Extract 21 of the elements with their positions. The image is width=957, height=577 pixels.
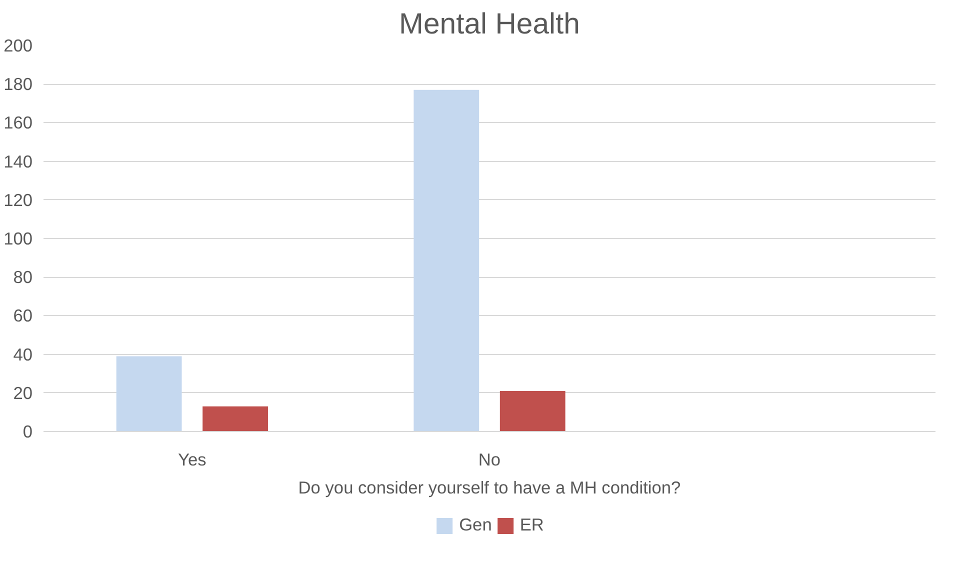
bar — [202, 406, 268, 432]
y-tick-label: 0 — [22, 422, 33, 442]
y-tick-label: 180 — [4, 74, 33, 94]
bar — [500, 390, 566, 432]
y-tick-label: 80 — [13, 267, 33, 288]
x-tick-label: No — [478, 450, 501, 470]
legend-label: Gen — [459, 514, 492, 536]
legend-label: ER — [520, 514, 544, 536]
y-tick-label: 40 — [13, 344, 33, 364]
x-tick-label: Yes — [178, 450, 207, 470]
y-tick-label: 200 — [4, 36, 33, 56]
y-tick-label: 140 — [4, 151, 33, 172]
y-tick-label: 120 — [4, 190, 33, 210]
bar — [116, 356, 182, 432]
y-tick-label: 160 — [4, 112, 33, 133]
chart-title: Mental Health — [399, 8, 580, 40]
y-tick-label: 100 — [4, 228, 33, 248]
y-tick-label: 20 — [13, 382, 33, 403]
bar — [414, 90, 480, 432]
y-tick-label: 60 — [13, 306, 33, 326]
x-axis-title: Do you consider yourself to have a MH condition? — [298, 478, 681, 498]
